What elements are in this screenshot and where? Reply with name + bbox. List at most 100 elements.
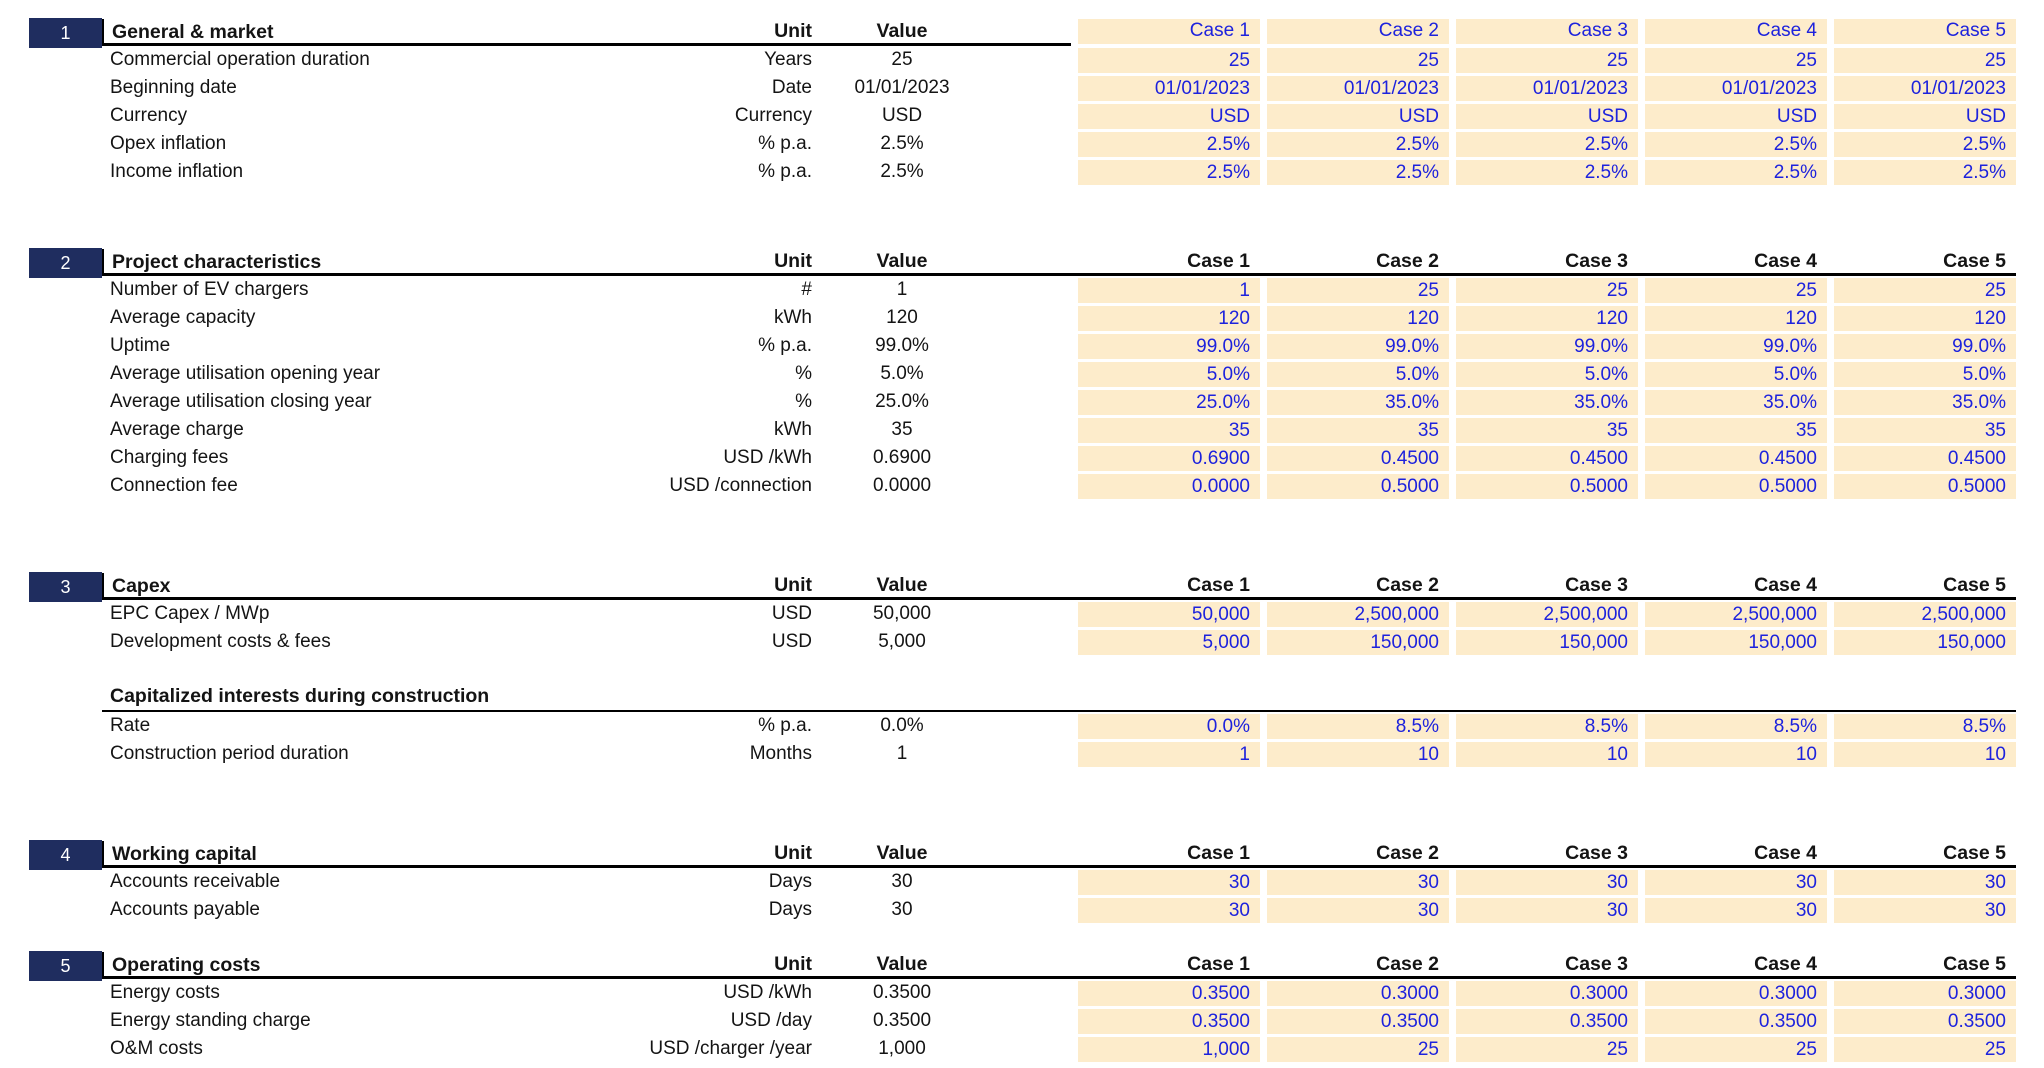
case-input-cell[interactable]: 10 [1827, 740, 2016, 768]
case-input-cell[interactable]: 0.3500 [1449, 1007, 1638, 1035]
value-cell[interactable]: 120 [886, 307, 918, 328]
value-cell[interactable]: 01/01/2023 [854, 77, 950, 98]
value-cell[interactable]: 0.3500 [872, 982, 932, 1003]
case-input-cell[interactable]: 0.4500 [1638, 444, 1827, 472]
case-input-cell[interactable]: 0.3500 [1638, 1007, 1827, 1035]
case-input-cell[interactable]: 2,500,000 [1449, 600, 1638, 628]
case-input-cell[interactable]: 0.3000 [1449, 979, 1638, 1007]
case-input-cell[interactable]: 8.5% [1449, 712, 1638, 740]
case-input-cell[interactable]: USD [1827, 102, 2016, 130]
value-cell[interactable]: 1,000 [878, 1038, 926, 1059]
case-input-cell[interactable]: 8.5% [1260, 712, 1449, 740]
case-input-cell[interactable]: 0.3000 [1260, 979, 1449, 1007]
case-input-cell[interactable]: 01/01/2023 [1827, 74, 2016, 102]
case-input-cell[interactable]: 150,000 [1449, 628, 1638, 656]
case-input-cell[interactable]: 5.0% [1449, 360, 1638, 388]
case-input-cell[interactable]: 2.5% [1260, 130, 1449, 158]
case-input-cell[interactable]: 25 [1260, 1035, 1449, 1063]
case-input-cell[interactable]: 1 [1071, 276, 1260, 304]
case-input-cell[interactable]: USD [1071, 102, 1260, 130]
case-input-cell[interactable]: 2.5% [1827, 158, 2016, 186]
case-input-cell[interactable]: 0.4500 [1827, 444, 2016, 472]
case-input-cell[interactable]: 30 [1449, 868, 1638, 896]
case-input-cell[interactable]: 30 [1827, 896, 2016, 924]
case-input-cell[interactable]: 0.5000 [1260, 472, 1449, 500]
case-input-cell[interactable]: 120 [1260, 304, 1449, 332]
case-input-cell[interactable]: 1,000 [1071, 1035, 1260, 1063]
case-input-cell[interactable]: 2.5% [1071, 158, 1260, 186]
case-input-cell[interactable]: 0.5000 [1449, 472, 1638, 500]
case-input-cell[interactable]: 0.0% [1071, 712, 1260, 740]
case-input-cell[interactable]: 120 [1449, 304, 1638, 332]
case-input-cell[interactable]: 25 [1638, 276, 1827, 304]
case-input-cell[interactable]: 35.0% [1638, 388, 1827, 416]
case-input-cell[interactable]: 0.3500 [1827, 1007, 2016, 1035]
case-input-cell[interactable]: 25 [1827, 1035, 2016, 1063]
case-input-cell[interactable]: 99.0% [1260, 332, 1449, 360]
value-cell[interactable]: 99.0% [875, 335, 929, 356]
case-input-cell[interactable]: 35.0% [1449, 388, 1638, 416]
case-input-cell[interactable]: 01/01/2023 [1071, 74, 1260, 102]
value-cell[interactable]: 2.5% [880, 161, 924, 182]
case-input-cell[interactable]: 2,500,000 [1638, 600, 1827, 628]
value-cell[interactable]: 25.0% [875, 391, 929, 412]
case-input-cell[interactable]: 0.3500 [1260, 1007, 1449, 1035]
case-input-cell[interactable]: 35 [1827, 416, 2016, 444]
case-input-cell[interactable]: 2.5% [1638, 130, 1827, 158]
case-input-cell[interactable]: 25 [1638, 1035, 1827, 1063]
case-input-cell[interactable]: 120 [1827, 304, 2016, 332]
case-input-cell[interactable]: 25 [1827, 276, 2016, 304]
value-cell[interactable]: 0.3500 [872, 1010, 932, 1031]
case-input-cell[interactable]: 01/01/2023 [1260, 74, 1449, 102]
case-input-cell[interactable]: 30 [1638, 868, 1827, 896]
case-input-cell[interactable]: 25 [1638, 46, 1827, 74]
value-cell[interactable]: 0.0000 [872, 475, 932, 496]
case-input-cell[interactable]: 8.5% [1827, 712, 2016, 740]
case-input-cell[interactable]: 120 [1071, 304, 1260, 332]
case-input-cell[interactable]: 0.3500 [1071, 1007, 1260, 1035]
value-cell[interactable]: 1 [896, 743, 908, 764]
case-input-cell[interactable]: 0.0000 [1071, 472, 1260, 500]
case-input-cell[interactable]: 99.0% [1071, 332, 1260, 360]
value-cell[interactable]: 5.0% [880, 363, 924, 384]
case-input-cell[interactable]: 0.5000 [1638, 472, 1827, 500]
case-input-cell[interactable]: 25 [1827, 46, 2016, 74]
case-input-cell[interactable]: 99.0% [1827, 332, 2016, 360]
value-cell[interactable]: 35 [891, 419, 913, 440]
case-input-cell[interactable]: 0.5000 [1827, 472, 2016, 500]
case-input-cell[interactable]: 35 [1260, 416, 1449, 444]
case-input-cell[interactable]: 30 [1827, 868, 2016, 896]
case-input-cell[interactable]: 10 [1449, 740, 1638, 768]
case-input-cell[interactable]: 30 [1638, 896, 1827, 924]
value-cell[interactable]: 1 [896, 279, 908, 300]
case-input-cell[interactable]: 2.5% [1827, 130, 2016, 158]
case-input-cell[interactable]: 35 [1071, 416, 1260, 444]
case-input-cell[interactable]: 2.5% [1638, 158, 1827, 186]
case-input-cell[interactable]: 25 [1449, 46, 1638, 74]
case-input-cell[interactable]: USD [1260, 102, 1449, 130]
value-cell[interactable]: 5,000 [878, 631, 926, 652]
case-input-cell[interactable]: 0.4500 [1260, 444, 1449, 472]
case-input-cell[interactable]: 1 [1071, 740, 1260, 768]
case-input-cell[interactable]: 35 [1638, 416, 1827, 444]
value-cell[interactable]: 2.5% [880, 133, 924, 154]
case-input-cell[interactable]: 5.0% [1071, 360, 1260, 388]
case-input-cell[interactable]: 10 [1638, 740, 1827, 768]
case-input-cell[interactable]: 5,000 [1071, 628, 1260, 656]
case-input-cell[interactable]: 2.5% [1260, 158, 1449, 186]
case-input-cell[interactable]: 10 [1260, 740, 1449, 768]
case-input-cell[interactable]: 0.3000 [1827, 979, 2016, 1007]
case-input-cell[interactable]: 25.0% [1071, 388, 1260, 416]
case-input-cell[interactable]: 0.3500 [1071, 979, 1260, 1007]
value-cell[interactable]: 50,000 [872, 603, 932, 624]
case-input-cell[interactable]: 8.5% [1638, 712, 1827, 740]
value-cell[interactable]: 25 [891, 49, 913, 70]
value-cell[interactable]: 0.0% [880, 715, 924, 736]
case-input-cell[interactable]: 5.0% [1638, 360, 1827, 388]
case-input-cell[interactable]: 99.0% [1449, 332, 1638, 360]
case-input-cell[interactable]: 150,000 [1827, 628, 2016, 656]
case-input-cell[interactable]: 30 [1071, 896, 1260, 924]
case-input-cell[interactable]: 0.6900 [1071, 444, 1260, 472]
case-input-cell[interactable]: 25 [1449, 276, 1638, 304]
case-input-cell[interactable]: 0.4500 [1449, 444, 1638, 472]
